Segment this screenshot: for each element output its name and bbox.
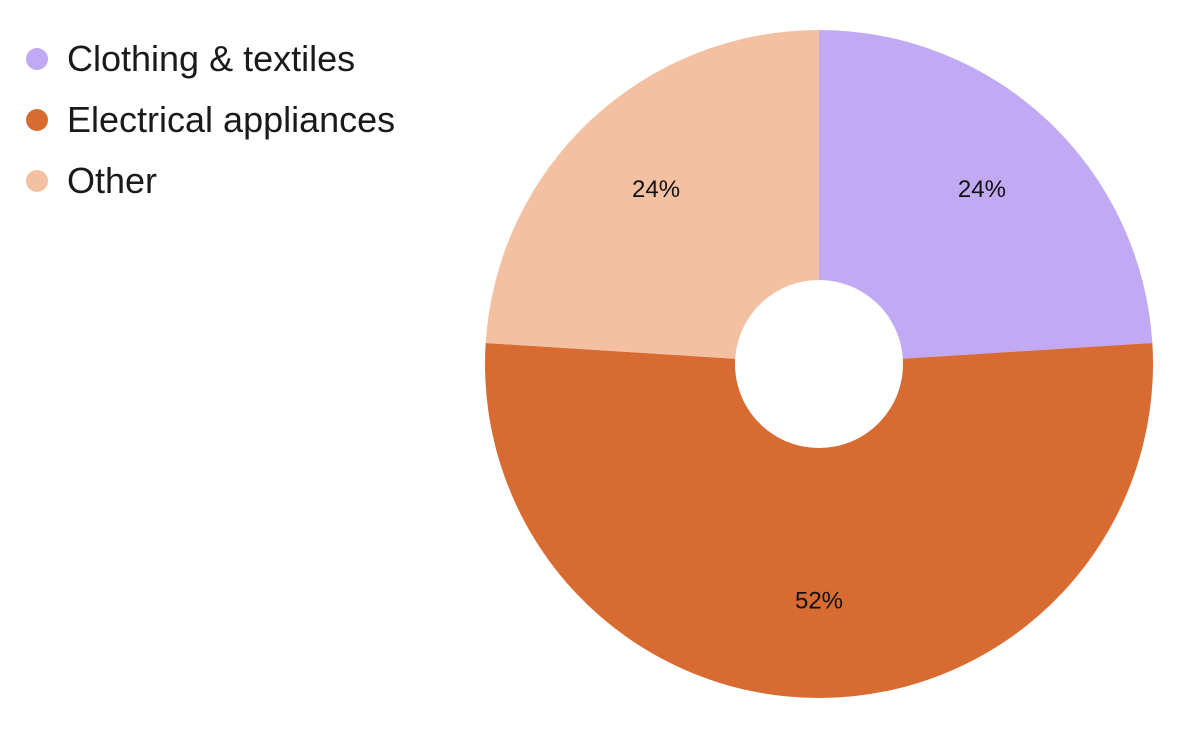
slice-label-electrical-appliances: 52%: [795, 587, 843, 614]
legend-item-other: Other: [26, 150, 395, 211]
legend-item-electrical-appliances: Electrical appliances: [26, 89, 395, 150]
donut-slices: [484, 30, 1153, 698]
slice-label-clothing-textiles: 24%: [958, 176, 1006, 203]
legend-label-other: Other: [67, 159, 158, 201]
legend-label-clothing-textiles: Clothing & textiles: [67, 37, 356, 79]
legend-swatch-electrical-appliances: [26, 108, 48, 131]
slice-clothing-textiles: [819, 30, 1153, 359]
slice-label-other: 24%: [632, 176, 680, 203]
legend-swatch-clothing-textiles: [26, 47, 48, 70]
legend-label-electrical-appliances: Electrical appliances: [67, 98, 396, 140]
legend-item-clothing-textiles: Clothing & textiles: [26, 28, 395, 89]
legend-swatch-other: [26, 169, 48, 192]
slice-electrical-appliances: [484, 343, 1153, 698]
chart-legend: Clothing & textiles Electrical appliance…: [26, 28, 395, 211]
slice-other: [485, 30, 819, 359]
slice-labels: 24% 52% 24%: [632, 176, 1006, 614]
